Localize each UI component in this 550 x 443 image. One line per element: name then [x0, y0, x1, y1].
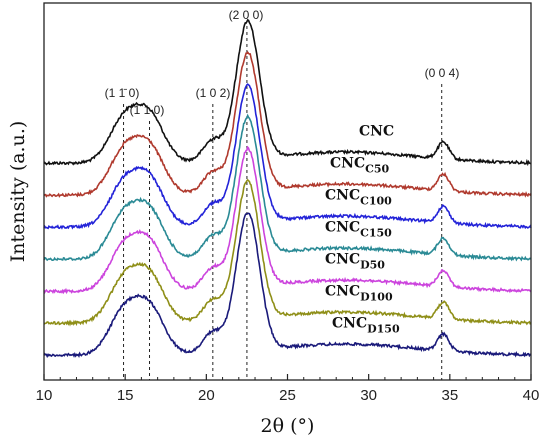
- series-label-main: CNC: [330, 156, 365, 172]
- x-tick-label: 30: [360, 387, 377, 404]
- series-label-cncc150: CNCC150: [325, 220, 392, 240]
- series-lines: [43, 18, 532, 359]
- y-axis-title: Intensity (a.u.): [7, 121, 29, 263]
- peak-label: (2 0 0): [229, 8, 264, 22]
- x-tick-label: 20: [198, 387, 215, 404]
- series-label-cncd150: CNCD150: [332, 316, 400, 336]
- series-label-cncc50: CNCC50: [330, 156, 390, 176]
- series-line-cncd100: [43, 178, 532, 327]
- series-label-cnc: CNC: [359, 124, 394, 140]
- series-label-sub: C100: [360, 195, 392, 208]
- peak-label: (1 1 0): [130, 103, 165, 117]
- series-line-cncc50: [43, 50, 532, 198]
- series-label-cncc100: CNCC100: [325, 188, 392, 208]
- peak-label: (1 0 2): [196, 86, 231, 100]
- series-label-sub: C150: [360, 227, 392, 240]
- series-label-sub: D100: [360, 291, 393, 304]
- series-line-cncd50: [43, 145, 532, 295]
- series-label-main: CNC: [325, 284, 360, 300]
- peak-label: (1 1̄ 0): [105, 86, 140, 100]
- series-label-sub: D50: [360, 259, 385, 272]
- series-label-main: CNC: [325, 252, 360, 268]
- x-axis-title: 2θ (°): [261, 415, 315, 437]
- series-label-main: CNC: [325, 220, 360, 236]
- series-label-sub: D150: [367, 323, 400, 336]
- series-line-cncc150: [43, 113, 532, 262]
- axes: 10 15 20 25 30 35 40: [36, 2, 540, 404]
- series-label-cncd50: CNCD50: [325, 252, 385, 272]
- x-tick-label: 10: [36, 387, 53, 404]
- series-label-cncd100: CNCD100: [325, 284, 393, 304]
- series-labels: CNCCNCC50CNCC100CNCC150CNCD50CNCD100CNCD…: [325, 124, 400, 336]
- series-label-sub: C50: [365, 163, 389, 176]
- peak-label: (0 0 4): [425, 66, 460, 80]
- x-tick-label: 25: [279, 387, 296, 404]
- series-label-main: CNC: [325, 188, 360, 204]
- x-tick-label: 35: [441, 387, 458, 404]
- x-tick-label: 40: [523, 387, 540, 404]
- series-line-cncd150: [43, 212, 532, 359]
- series-line-cnc: [43, 18, 532, 167]
- x-tick-label: 15: [117, 387, 134, 404]
- series-label-main: CNC: [359, 124, 394, 140]
- peak-lines: (1 1̄ 0) (1 1 0) (1 0 2) (2 0 0) (0 0 4): [105, 8, 460, 380]
- series-label-main: CNC: [332, 316, 367, 332]
- series-line-cncc100: [43, 83, 532, 230]
